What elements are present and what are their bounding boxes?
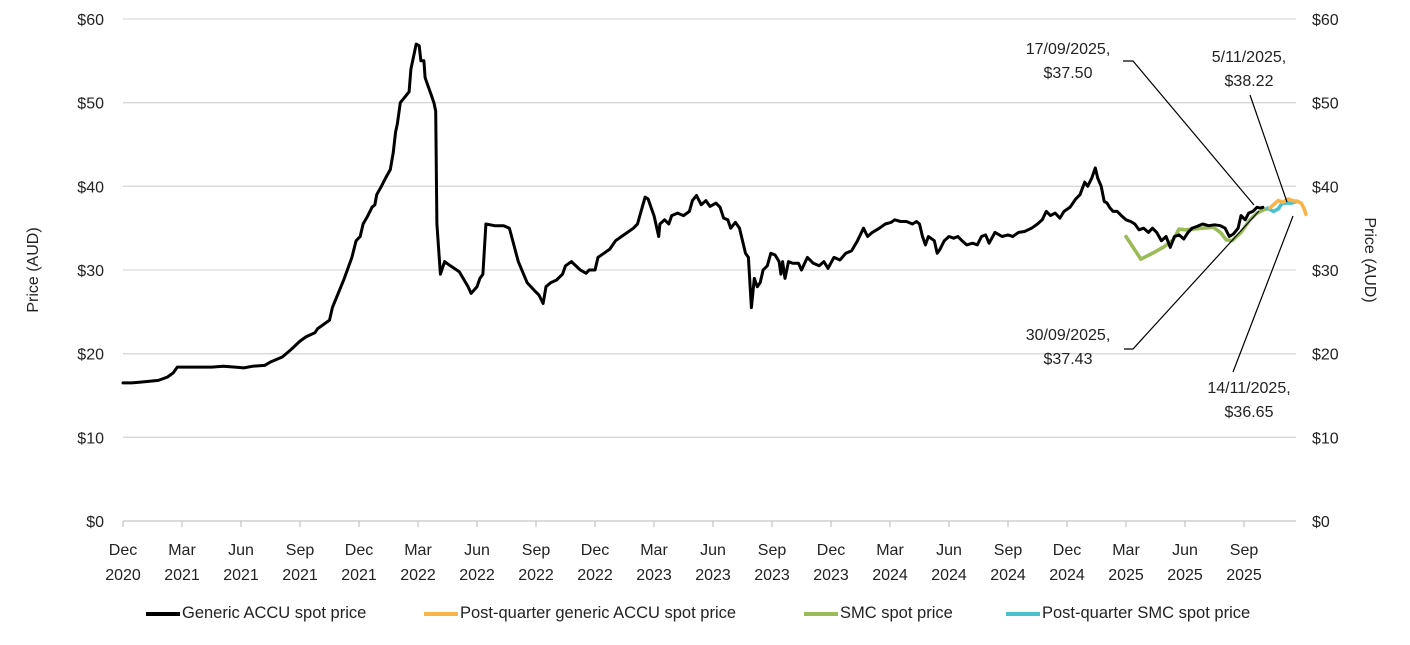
legend-label: Generic ACCU spot price (182, 604, 367, 622)
x-tick-month: Sep (286, 542, 315, 559)
legend-label: Post-quarter generic ACCU spot price (460, 604, 737, 622)
generic-accu-line (121, 42, 1265, 385)
y-tick-label-right: $30 (1312, 263, 1339, 280)
x-tick-month: Jun (700, 542, 726, 559)
x-tick-year: 2024 (1049, 567, 1085, 584)
y-tick-label: $10 (77, 430, 104, 447)
y-axis-title-right: Price (AUD) (1361, 217, 1378, 302)
legend-item-post-quarter-generic-accu[interactable]: Post-quarter generic ACCU spot price (424, 604, 736, 623)
y-tick-label: $20 (77, 347, 104, 364)
post-quarter-smc-line (1265, 199, 1299, 214)
x-tick-year: 2022 (577, 567, 613, 584)
annotation-leader-line (1249, 94, 1288, 203)
legend-item-post-quarter-smc[interactable]: Post-quarter SMC spot price (1006, 604, 1250, 623)
x-tick-year: 2025 (1167, 567, 1203, 584)
x-tick-month: Dec (581, 542, 609, 559)
x-tick-month: Jun (936, 542, 962, 559)
annotation-leader-line (1232, 215, 1294, 373)
x-tick-month: Mar (640, 542, 668, 559)
annotation-label: 30/09/2025, (1026, 327, 1111, 344)
legend-swatch-post-quarter-generic-accu (424, 611, 458, 616)
y-axis-title-left: Price (AUD) (25, 227, 42, 312)
y-tick-label: $40 (77, 179, 104, 196)
x-tick-month: Dec (817, 542, 845, 559)
x-tick-month: Jun (464, 542, 490, 559)
legend-swatch-smc (804, 611, 838, 616)
x-tick-month: Sep (522, 542, 551, 559)
x-tick-year: 2022 (518, 567, 554, 584)
y-axis-right: $0 $10 $20 $30 $40 $50 $60 (1312, 12, 1339, 531)
y-tick-label-right: $50 (1312, 96, 1339, 113)
y-tick-label-right: $60 (1312, 12, 1339, 29)
x-tick-year: 2023 (754, 567, 790, 584)
gridlines (123, 18, 1296, 522)
x-tick-month: Mar (1112, 542, 1140, 559)
annotation-label: 17/09/2025, (1026, 41, 1111, 58)
x-tick-month: Sep (994, 542, 1023, 559)
x-tick-year: 2021 (282, 567, 318, 584)
x-tick-year: 2024 (872, 567, 908, 584)
y-tick-label-right: $0 (1312, 514, 1330, 531)
x-tick-month: Sep (1230, 542, 1259, 559)
x-tick-year: 2022 (459, 567, 495, 584)
y-tick-label: $50 (77, 96, 104, 113)
x-tick-year: 2021 (341, 567, 377, 584)
x-tick-year: 2025 (1108, 567, 1144, 584)
x-axis: Dec 2020 Mar 2021 Jun 2021 Sep 2021 Dec 2021 Mar 20… (105, 521, 1262, 584)
x-tick-month: Sep (758, 542, 787, 559)
x-tick-month: Dec (345, 542, 373, 559)
annotation-leader-line (1124, 210, 1260, 350)
x-tick-month: Jun (1172, 542, 1198, 559)
annotation-label: $37.50 (1044, 65, 1093, 82)
y-tick-label: $30 (77, 263, 104, 280)
x-tick-year: 2023 (636, 567, 672, 584)
x-tick-year: 2024 (931, 567, 967, 584)
series-lines (121, 42, 1308, 385)
x-tick-year: 2021 (164, 567, 200, 584)
legend-label: SMC spot price (840, 604, 953, 622)
legend-item-generic-accu[interactable]: Generic ACCU spot price (146, 604, 366, 623)
line-chart: $0 $10 $20 $30 $40 $50 $60 $0 $10 $20 $30 $40 $50 $6… (25, 12, 1378, 584)
annotation-label: 5/11/2025, (1212, 49, 1286, 66)
x-tick-year: 2023 (695, 567, 731, 584)
x-tick-year: 2023 (813, 567, 849, 584)
annotation-label: $37.43 (1044, 351, 1093, 368)
legend-item-smc[interactable]: SMC spot price (804, 604, 953, 623)
y-tick-label-right: $40 (1312, 179, 1339, 196)
y-tick-label-right: $10 (1312, 430, 1339, 447)
x-tick-month: Mar (168, 542, 196, 559)
annotation-label: 14/11/2025, (1207, 380, 1290, 397)
x-tick-month: Dec (109, 542, 137, 559)
y-tick-label: $0 (86, 514, 104, 531)
x-tick-month: Mar (876, 542, 904, 559)
legend-label: Post-quarter SMC spot price (1042, 604, 1251, 622)
y-axis-left: $0 $10 $20 $30 $40 $50 $60 (77, 12, 104, 531)
legend-swatch-generic-accu (146, 611, 180, 616)
annotation-label: $36.65 (1225, 404, 1274, 421)
x-tick-year: 2024 (990, 567, 1026, 584)
x-tick-month: Jun (228, 542, 254, 559)
y-tick-label: $60 (77, 12, 104, 29)
x-tick-year: 2022 (400, 567, 436, 584)
post-quarter-generic-accu-line (1268, 197, 1308, 217)
annotations: 17/09/2025, $37.50 30/09/2025, $37.43 5/11/2… (1026, 41, 1294, 421)
x-tick-year: 2025 (1226, 567, 1262, 584)
annotation-leader-line (1123, 60, 1255, 206)
x-tick-year: 2021 (223, 567, 259, 584)
x-tick-year: 2020 (105, 567, 141, 584)
legend-swatch-post-quarter-smc (1006, 611, 1040, 616)
x-tick-month: Mar (404, 542, 432, 559)
annotation-label: $38.22 (1225, 73, 1274, 90)
x-tick-month: Dec (1053, 542, 1081, 559)
legend: Generic ACCU spot price Post-quarter gen… (0, 604, 1410, 634)
y-tick-label-right: $20 (1312, 347, 1339, 364)
